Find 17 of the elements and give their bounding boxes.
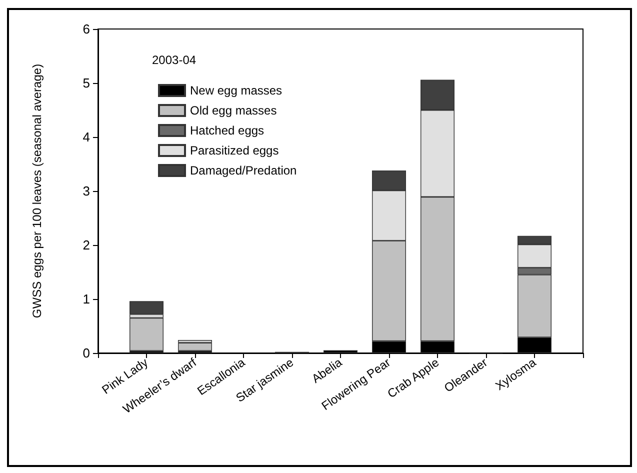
y-tick-label: 4: [82, 130, 90, 144]
legend-label: Hatched eggs: [190, 124, 264, 138]
bar: [178, 342, 212, 351]
y-tick-label: 0: [82, 346, 90, 360]
y-tick-label: 6: [82, 22, 90, 36]
legend-label: Old egg masses: [190, 104, 277, 118]
y-tick-label: 3: [82, 184, 90, 198]
legend-label: Damaged/Predation: [190, 164, 297, 178]
y-tick-label: 1: [82, 292, 90, 306]
y-tick-label: 2: [82, 238, 90, 252]
bar: [130, 301, 164, 314]
text: 2003-04: [152, 53, 196, 67]
y-tick-label: 5: [82, 76, 90, 90]
y-axis-title: GWSS eggs per 100 leaves (seasonal average): [30, 64, 44, 318]
legend-label: New egg masses: [190, 84, 282, 98]
bar: [130, 318, 164, 351]
legend-label: Parasitized eggs: [190, 144, 279, 158]
